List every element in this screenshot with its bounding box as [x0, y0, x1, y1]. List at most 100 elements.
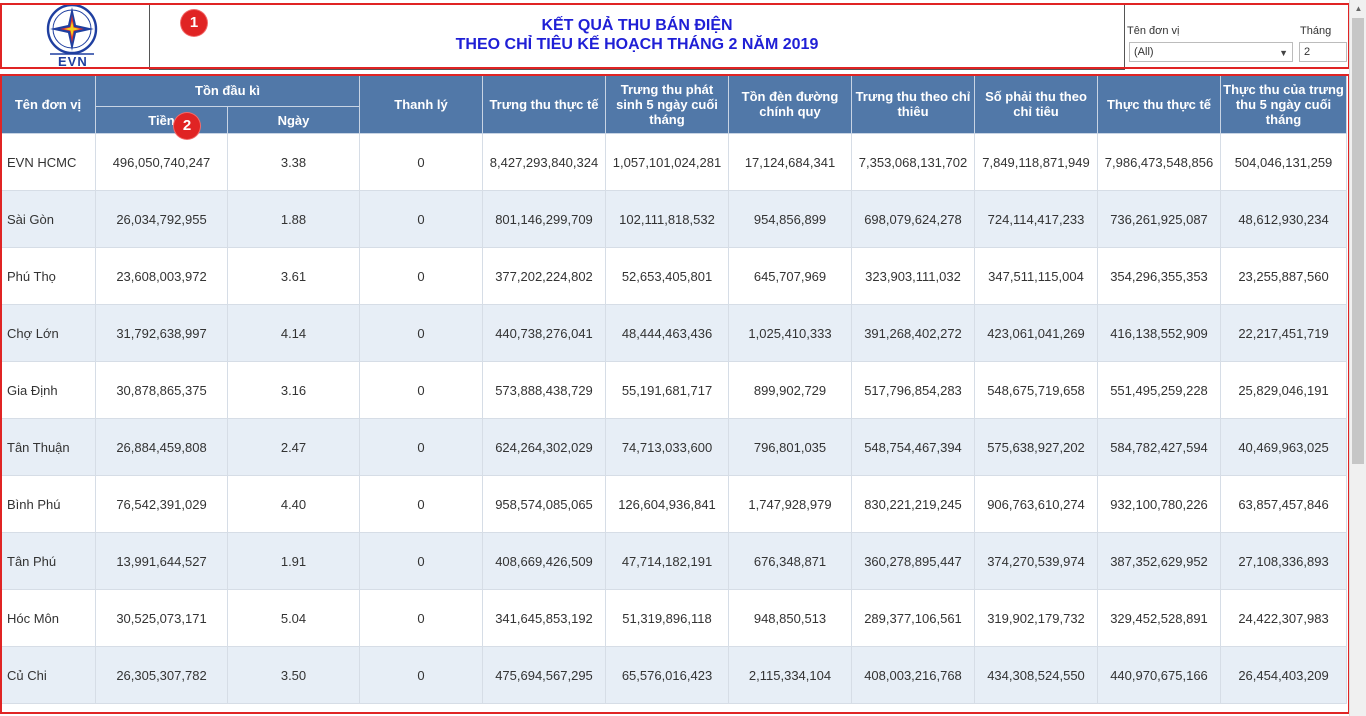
table-cell-street: 676,348,871	[728, 532, 852, 590]
col-actual-received-header[interactable]: Thực thu thực tế	[1097, 74, 1221, 134]
table-cell-liq: 0	[359, 475, 483, 533]
scrollbar-thumb[interactable]	[1352, 18, 1364, 464]
col-liquidation-header[interactable]: Thanh lý	[359, 74, 483, 134]
table-cell-days: 3.38	[227, 133, 360, 191]
table-cell-due: 374,270,539,974	[974, 532, 1098, 590]
table-cell-target: 517,796,854,283	[851, 361, 975, 419]
table-cell-recv5: 23,255,887,560	[1220, 247, 1347, 305]
results-table-container: Tên đơn vị Tồn đầu kì Thanh lý Trưng thu…	[0, 74, 1348, 716]
table-cell-street: 796,801,035	[728, 418, 852, 476]
vertical-scrollbar[interactable]: ▲	[1349, 0, 1366, 716]
table-cell-received: 354,296,355,353	[1097, 247, 1221, 305]
table-cell-street: 17,124,684,341	[728, 133, 852, 191]
table-cell-last5: 74,713,033,600	[605, 418, 729, 476]
table-cell-target: 698,079,624,278	[851, 190, 975, 248]
table-cell-unit: Gia Định	[0, 361, 96, 419]
table-cell-target: 391,268,402,272	[851, 304, 975, 362]
table-row[interactable]: Bình Phú 76,542,391,029 4.40 0 958,574,085,0…	[0, 475, 1347, 533]
table-cell-money: 13,991,644,527	[95, 532, 228, 590]
table-cell-last5: 55,191,681,717	[605, 361, 729, 419]
table-cell-unit: Phú Thọ	[0, 247, 96, 305]
table-cell-liq: 0	[359, 646, 483, 704]
table-row[interactable]: Tân Phú 13,991,644,527 1.91 0 408,669,426,50…	[0, 532, 1347, 590]
table-cell-recv5: 40,469,963,025	[1220, 418, 1347, 476]
table-cell-last5: 1,057,101,024,281	[605, 133, 729, 191]
col-unit-header[interactable]: Tên đơn vị	[0, 74, 96, 134]
col-street-light-header[interactable]: Tồn đèn đường chính quy	[728, 74, 852, 134]
table-cell-received: 551,495,259,228	[1097, 361, 1221, 419]
table-cell-target: 830,221,219,245	[851, 475, 975, 533]
month-filter-value: 2	[1304, 46, 1311, 58]
table-cell-liq: 0	[359, 304, 483, 362]
evn-logo-icon	[46, 3, 98, 55]
results-table-body: EVN HCMC 496,050,740,247 3.38 0 8,427,293,84…	[0, 133, 1347, 704]
table-cell-unit: Tân Phú	[0, 532, 96, 590]
col-opening-money-header[interactable]: Tiền	[95, 106, 228, 134]
annotation-badge-1: 1	[181, 10, 207, 36]
table-cell-due: 724,114,417,233	[974, 190, 1098, 248]
table-cell-money: 496,050,740,247	[95, 133, 228, 191]
table-cell-unit: Chợ Lớn	[0, 304, 96, 362]
table-row[interactable]: Gia Định 30,878,865,375 3.16 0 573,888,438,7…	[0, 361, 1347, 419]
col-received-last5-header[interactable]: Thực thu của trưng thu 5 ngày cuối tháng	[1220, 74, 1347, 134]
table-cell-unit: Củ Chi	[0, 646, 96, 704]
table-row[interactable]: Củ Chi 26,305,307,782 3.50 0 475,694,567,295…	[0, 646, 1347, 704]
col-opening-days-header[interactable]: Ngày	[227, 106, 360, 134]
unit-filter-value: (All)	[1134, 46, 1154, 58]
table-cell-days: 1.91	[227, 532, 360, 590]
table-cell-money: 23,608,003,972	[95, 247, 228, 305]
table-cell-liq: 0	[359, 361, 483, 419]
table-cell-unit: Sài Gòn	[0, 190, 96, 248]
table-cell-street: 645,707,969	[728, 247, 852, 305]
table-cell-actual: 440,738,276,041	[482, 304, 606, 362]
month-filter-input[interactable]: 2	[1299, 42, 1347, 62]
table-cell-target: 360,278,895,447	[851, 532, 975, 590]
col-last5-generated-header[interactable]: Trưng thu phát sinh 5 ngày cuối tháng	[605, 74, 729, 134]
table-cell-recv5: 22,217,451,719	[1220, 304, 1347, 362]
unit-filter-select[interactable]: (All) ▼	[1129, 42, 1293, 62]
table-cell-due: 575,638,927,202	[974, 418, 1098, 476]
table-row[interactable]: Hóc Môn 30,525,073,171 5.04 0 341,645,853,19…	[0, 589, 1347, 647]
evn-logo: EVN	[2, 2, 148, 70]
table-row[interactable]: Sài Gòn 26,034,792,955 1.88 0 801,146,299,70…	[0, 190, 1347, 248]
table-cell-unit: Bình Phú	[0, 475, 96, 533]
table-cell-street: 1,747,928,979	[728, 475, 852, 533]
table-row[interactable]: Phú Thọ 23,608,003,972 3.61 0 377,202,224,80…	[0, 247, 1347, 305]
table-cell-last5: 47,714,182,191	[605, 532, 729, 590]
table-cell-recv5: 26,454,403,209	[1220, 646, 1347, 704]
table-cell-received: 387,352,629,952	[1097, 532, 1221, 590]
table-cell-actual: 958,574,085,065	[482, 475, 606, 533]
scroll-up-arrow-icon[interactable]: ▲	[1354, 4, 1363, 13]
table-cell-received: 736,261,925,087	[1097, 190, 1221, 248]
table-cell-recv5: 27,108,336,893	[1220, 532, 1347, 590]
table-cell-actual: 341,645,853,192	[482, 589, 606, 647]
table-cell-last5: 52,653,405,801	[605, 247, 729, 305]
table-cell-received: 7,986,473,548,856	[1097, 133, 1221, 191]
table-cell-unit: Hóc Môn	[0, 589, 96, 647]
dropdown-arrow-icon: ▼	[1279, 48, 1288, 58]
table-cell-actual: 475,694,567,295	[482, 646, 606, 704]
table-row[interactable]: Chợ Lớn 31,792,638,997 4.14 0 440,738,276,04…	[0, 304, 1347, 362]
table-cell-actual: 377,202,224,802	[482, 247, 606, 305]
table-cell-target: 7,353,068,131,702	[851, 133, 975, 191]
table-cell-target: 323,903,111,032	[851, 247, 975, 305]
col-actual-collection-header[interactable]: Trưng thu thực tế	[482, 74, 606, 134]
table-cell-street: 1,025,410,333	[728, 304, 852, 362]
table-cell-days: 4.40	[227, 475, 360, 533]
unit-filter-label: Tên đơn vị	[1127, 25, 1180, 37]
table-cell-received: 440,970,675,166	[1097, 646, 1221, 704]
table-cell-street: 899,902,729	[728, 361, 852, 419]
table-cell-money: 26,884,459,808	[95, 418, 228, 476]
evn-logo-text: EVN	[58, 54, 88, 69]
table-row[interactable]: EVN HCMC 496,050,740,247 3.38 0 8,427,293,84…	[0, 133, 1347, 191]
col-due-target-header[interactable]: Số phải thu theo chỉ tiêu	[974, 74, 1098, 134]
col-target-collection-header[interactable]: Trưng thu theo chỉ thiêu	[851, 74, 975, 134]
table-cell-actual: 408,669,426,509	[482, 532, 606, 590]
table-cell-recv5: 504,046,131,259	[1220, 133, 1347, 191]
table-cell-money: 76,542,391,029	[95, 475, 228, 533]
table-cell-liq: 0	[359, 247, 483, 305]
report-header: EVN KẾT QUẢ THU BÁN ĐIỆN THEO CHỈ TIÊU K…	[0, 0, 1366, 72]
table-cell-recv5: 48,612,930,234	[1220, 190, 1347, 248]
table-row[interactable]: Tân Thuận 26,884,459,808 2.47 0 624,264,302,…	[0, 418, 1347, 476]
